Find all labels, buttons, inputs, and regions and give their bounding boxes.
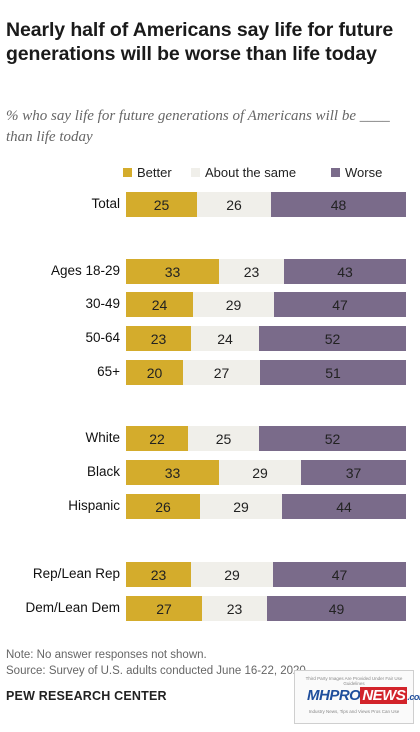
chart-subtitle: % who say life for future generations of… bbox=[6, 108, 390, 145]
legend-item-better: Better bbox=[123, 165, 172, 181]
pew-research-center-label: PEW RESEARCH CENTER bbox=[6, 689, 167, 703]
bar-better-65: 20 bbox=[126, 360, 183, 385]
bar-same-65: 27 bbox=[183, 360, 260, 385]
legend-item-worse: Worse bbox=[331, 165, 382, 181]
legend: Better About the same Worse bbox=[0, 165, 420, 183]
bar-same-white: 25 bbox=[188, 426, 259, 451]
bar-same-total: 26 bbox=[197, 192, 271, 217]
legend-label-worse: Worse bbox=[345, 165, 383, 180]
bar-worse-hispanic: 44 bbox=[282, 494, 406, 519]
row-label-dem-lean-dem: Dem/Lean Dem bbox=[25, 600, 120, 615]
bar-better-50-64: 23 bbox=[126, 326, 191, 351]
bar-same-rep-lean-rep: 29 bbox=[191, 562, 273, 587]
bar-better-30-49: 24 bbox=[126, 292, 193, 317]
row-label-50-64: 50-64 bbox=[85, 330, 120, 345]
bar-worse-dem-lean-dem: 49 bbox=[267, 596, 406, 621]
note-text: Note: No answer responses not shown. bbox=[6, 649, 207, 661]
bar-same-hispanic: 29 bbox=[200, 494, 282, 519]
bar-worse-50-64: 52 bbox=[259, 326, 406, 351]
bar-better-black: 33 bbox=[126, 460, 219, 485]
bar-same-50-64: 24 bbox=[191, 326, 259, 351]
bar-worse-65: 51 bbox=[260, 360, 406, 385]
bar-better-hispanic: 26 bbox=[126, 494, 200, 519]
bar-worse-30-49: 47 bbox=[274, 292, 406, 317]
bar-better-ages-18-29: 33 bbox=[126, 259, 219, 284]
chart-title: Nearly half of Americans say life for fu… bbox=[6, 19, 394, 65]
bar-same-ages-18-29: 23 bbox=[219, 259, 284, 284]
legend-swatch-better bbox=[123, 168, 132, 177]
legend-item-same: About the same bbox=[191, 165, 296, 181]
logo-tagline: Industry News, Tips and Views Pros Can U… bbox=[308, 709, 400, 714]
bar-same-black: 29 bbox=[219, 460, 301, 485]
bar-better-rep-lean-rep: 23 bbox=[126, 562, 191, 587]
row-label-ages-18-29: Ages 18-29 bbox=[50, 263, 120, 278]
legend-label-same: About the same bbox=[205, 165, 297, 180]
row-label-hispanic: Hispanic bbox=[68, 498, 120, 513]
row-label-65: 65+ bbox=[97, 364, 120, 379]
legend-swatch-same bbox=[191, 168, 200, 177]
source-text: Source: Survey of U.S. adults conducted … bbox=[6, 665, 310, 677]
bar-worse-total: 48 bbox=[271, 192, 406, 217]
bar-worse-white: 52 bbox=[259, 426, 406, 451]
logo-brand-mh: MH bbox=[307, 687, 330, 704]
row-label-rep-lean-rep: Rep/Lean Rep bbox=[32, 566, 120, 581]
mhpronews-logo: Third Party Images Are Provided Under Fa… bbox=[294, 670, 420, 724]
bar-same-30-49: 29 bbox=[193, 292, 274, 317]
bar-better-dem-lean-dem: 27 bbox=[126, 596, 202, 621]
bar-same-dem-lean-dem: 23 bbox=[202, 596, 267, 621]
logo-brand-pro: PRO bbox=[329, 687, 361, 704]
bar-worse-ages-18-29: 43 bbox=[284, 259, 406, 284]
row-label-white: White bbox=[85, 430, 120, 445]
logo-fair-use-text: Third Party Images Are Provided Under Fa… bbox=[305, 676, 403, 686]
bar-worse-rep-lean-rep: 47 bbox=[273, 562, 406, 587]
bar-better-white: 22 bbox=[126, 426, 188, 451]
logo-brand-com: .com bbox=[407, 692, 420, 702]
logo-brand-news: NEWS bbox=[360, 687, 408, 704]
row-label-30-49: 30-49 bbox=[85, 296, 120, 311]
legend-label-better: Better bbox=[137, 165, 172, 180]
legend-swatch-worse bbox=[331, 168, 340, 177]
bar-better-total: 25 bbox=[126, 192, 197, 217]
row-label-black: Black bbox=[86, 464, 120, 479]
row-label-total: Total bbox=[91, 196, 120, 211]
bar-worse-black: 37 bbox=[301, 460, 406, 485]
